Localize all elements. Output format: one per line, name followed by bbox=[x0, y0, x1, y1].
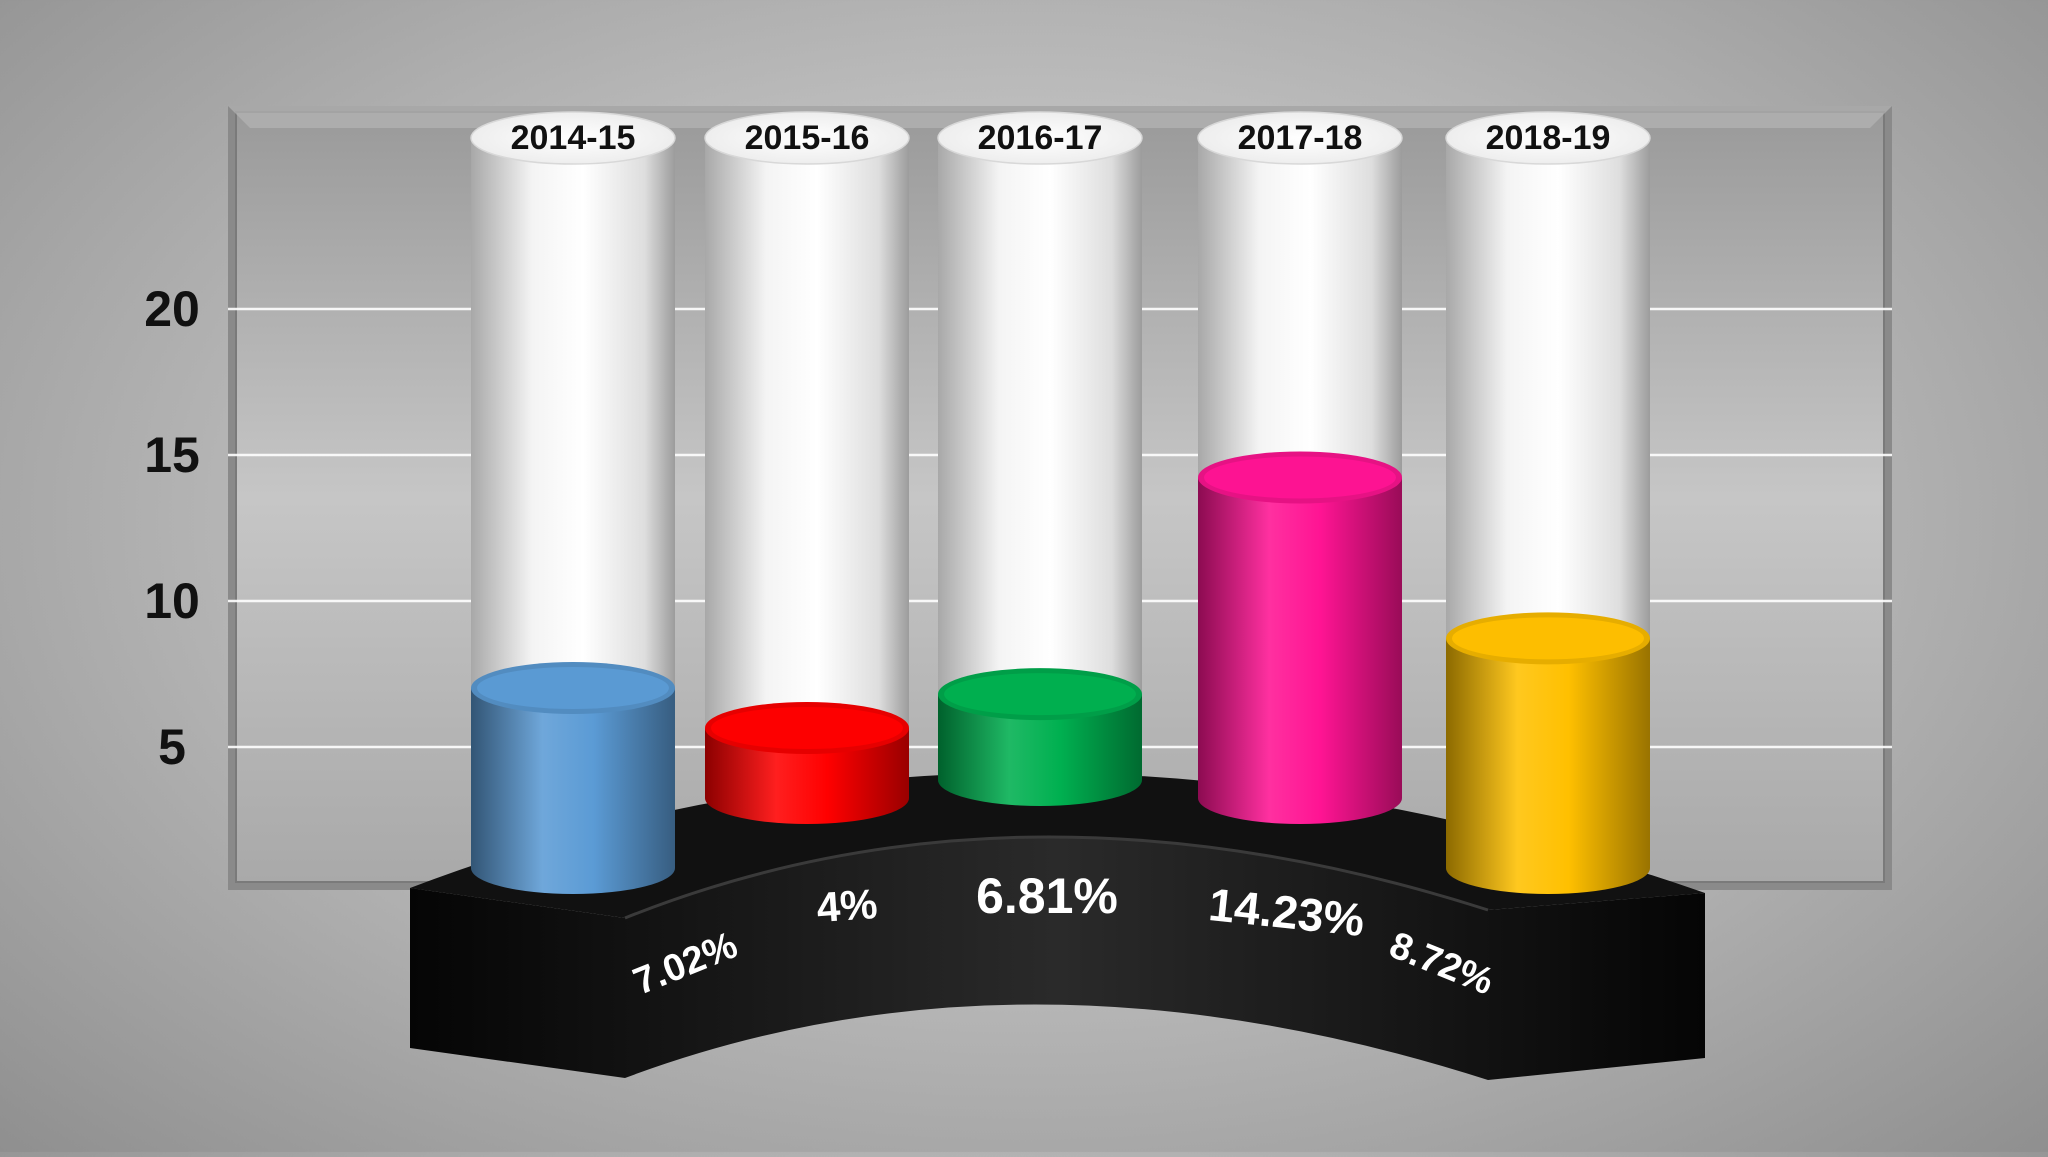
bar-top-cap bbox=[470, 111, 676, 165]
bar-2017-18 bbox=[1197, 111, 1403, 824]
bar-empty-body bbox=[1198, 138, 1402, 478]
bar-fill-surface-highlight bbox=[944, 673, 1136, 716]
bar-fill-body bbox=[705, 728, 909, 824]
base-curve-edge bbox=[624, 835, 1489, 920]
value-label: 4% bbox=[815, 880, 879, 931]
bar-fill-body bbox=[1446, 638, 1650, 894]
category-label: 2015-16 bbox=[745, 119, 870, 157]
bar-2015-16 bbox=[704, 111, 910, 824]
bar-fill-surface-highlight bbox=[477, 667, 669, 710]
bar-layer bbox=[470, 111, 1651, 894]
bar-top-cap bbox=[937, 111, 1143, 165]
category-label: 2016-17 bbox=[978, 119, 1103, 157]
y-axis: 5 10 15 20 bbox=[144, 281, 200, 775]
bar-fill-surface-highlight bbox=[1452, 617, 1644, 660]
bar-top-cap bbox=[1445, 111, 1651, 165]
bar-2014-15 bbox=[470, 111, 676, 894]
bar-empty-body bbox=[471, 138, 675, 689]
bar-fill-body bbox=[938, 694, 1142, 806]
y-tick-label: 10 bbox=[144, 573, 200, 629]
base-front bbox=[410, 836, 1705, 1080]
bar-top-cap bbox=[704, 111, 910, 165]
bar-2016-17 bbox=[937, 111, 1143, 806]
bar-fill-surface-highlight bbox=[711, 707, 903, 749]
category-label: 2017-18 bbox=[1238, 119, 1363, 157]
bar-empty-body bbox=[938, 138, 1142, 695]
bar-2018-19 bbox=[1445, 111, 1651, 894]
y-tick-label: 20 bbox=[144, 281, 200, 337]
y-tick-label: 15 bbox=[144, 427, 200, 483]
bar-fill-body bbox=[1198, 477, 1402, 824]
value-label: 6.81% bbox=[976, 868, 1118, 924]
bar-empty-body bbox=[705, 138, 909, 728]
bar-top-cap bbox=[1197, 111, 1403, 165]
bar-fill-surface-highlight bbox=[1204, 456, 1396, 499]
category-label: 2014-15 bbox=[511, 119, 636, 157]
category-label: 2018-19 bbox=[1486, 119, 1611, 157]
bar-empty-body bbox=[1446, 138, 1650, 639]
y-tick-label: 5 bbox=[158, 719, 186, 775]
category-labels: 2014-15 2015-16 2016-17 2017-18 2018-19 bbox=[511, 119, 1611, 157]
bar-fill-body bbox=[471, 688, 675, 894]
